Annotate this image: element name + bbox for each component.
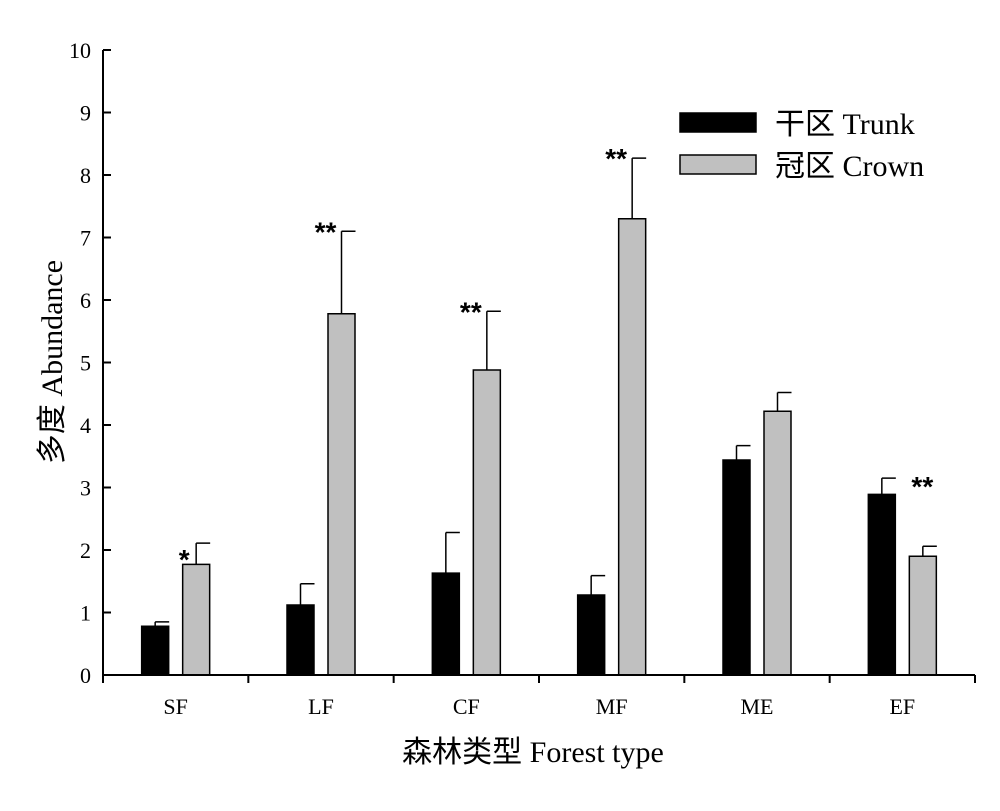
x-tick-label: SF [163, 694, 187, 719]
bar-trunk [867, 493, 897, 676]
x-tick-label: ME [741, 694, 774, 719]
legend: 干区 Trunk 冠区 Crown [679, 108, 924, 183]
bar-crown [617, 218, 647, 676]
bar-trunk [140, 625, 170, 676]
y-tick-label: 8 [80, 163, 91, 188]
axes-layer: 0 1 2 3 4 5 6 7 8 9 10 SF LF CF MF ME EF [69, 38, 976, 719]
bar-crown [472, 369, 502, 676]
y-tick-label: 1 [80, 601, 91, 626]
bar-trunk [431, 572, 461, 676]
legend-swatch-trunk [679, 112, 757, 133]
significance-label: ** [460, 296, 482, 327]
x-axis-title: 森林类型 Forest type [402, 736, 664, 769]
significance-label: ** [605, 143, 627, 174]
y-tick-label: 4 [80, 413, 91, 438]
y-tick-label: 5 [80, 351, 91, 376]
x-tick-label: EF [889, 694, 915, 719]
legend-label-crown: 冠区 Crown [775, 150, 924, 183]
bar-crown [908, 555, 938, 676]
y-tick-label: 7 [80, 226, 91, 251]
legend-swatch-crown [679, 154, 757, 175]
y-axis-title: 多度 Abundance [36, 260, 69, 464]
legend-label-trunk: 干区 Trunk [775, 108, 915, 141]
significance-label: * [179, 544, 190, 575]
significance-label: ** [911, 471, 933, 502]
x-tick-label: CF [453, 694, 480, 719]
bars-layer: ********* [140, 143, 938, 676]
bar-trunk [286, 604, 315, 676]
bar-crown [181, 563, 211, 676]
y-tick-label: 3 [80, 476, 91, 501]
y-tick-label: 2 [80, 538, 91, 563]
bar-crown [763, 410, 792, 676]
bar-trunk [722, 459, 751, 676]
y-tick-label: 0 [80, 663, 91, 688]
x-tick-label: MF [596, 694, 628, 719]
y-tick-label: 9 [80, 101, 91, 126]
y-tick-label: 10 [69, 38, 91, 63]
significance-label: ** [315, 216, 337, 247]
bar-crown [327, 313, 356, 676]
x-tick-label: LF [308, 694, 334, 719]
y-tick-label: 6 [80, 288, 91, 313]
bar-trunk [576, 594, 606, 676]
